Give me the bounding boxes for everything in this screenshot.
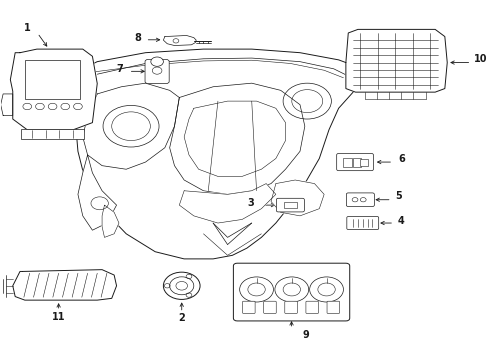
- FancyBboxPatch shape: [283, 202, 296, 208]
- Text: 10: 10: [473, 54, 487, 64]
- Text: 4: 4: [397, 216, 404, 225]
- Polygon shape: [75, 49, 362, 259]
- FancyBboxPatch shape: [346, 193, 374, 207]
- FancyBboxPatch shape: [352, 158, 361, 167]
- Polygon shape: [10, 49, 97, 130]
- FancyBboxPatch shape: [326, 301, 339, 314]
- Polygon shape: [169, 83, 304, 194]
- Text: 2: 2: [178, 313, 185, 323]
- Text: 9: 9: [302, 330, 309, 340]
- Polygon shape: [78, 155, 116, 230]
- FancyBboxPatch shape: [305, 301, 318, 314]
- FancyBboxPatch shape: [145, 59, 169, 84]
- FancyBboxPatch shape: [346, 217, 378, 229]
- Circle shape: [274, 277, 308, 302]
- Text: 11: 11: [52, 312, 65, 322]
- FancyBboxPatch shape: [276, 198, 304, 212]
- FancyBboxPatch shape: [21, 129, 83, 139]
- Polygon shape: [270, 180, 324, 216]
- FancyBboxPatch shape: [242, 301, 255, 314]
- FancyBboxPatch shape: [25, 60, 80, 99]
- Text: 6: 6: [398, 154, 405, 164]
- Text: 7: 7: [116, 64, 123, 74]
- FancyBboxPatch shape: [233, 263, 349, 321]
- Polygon shape: [345, 30, 447, 92]
- Circle shape: [163, 272, 200, 300]
- Polygon shape: [163, 36, 196, 45]
- FancyBboxPatch shape: [336, 153, 373, 171]
- FancyBboxPatch shape: [263, 301, 276, 314]
- Circle shape: [150, 57, 163, 66]
- Polygon shape: [13, 270, 116, 300]
- Text: 5: 5: [395, 191, 402, 201]
- Text: 3: 3: [246, 198, 253, 208]
- Polygon shape: [82, 83, 179, 169]
- Polygon shape: [184, 101, 285, 176]
- Text: 1: 1: [24, 23, 31, 33]
- Text: 8: 8: [134, 33, 141, 42]
- FancyBboxPatch shape: [342, 158, 351, 167]
- Polygon shape: [102, 205, 119, 237]
- Circle shape: [309, 277, 343, 302]
- Polygon shape: [179, 184, 275, 223]
- FancyBboxPatch shape: [360, 159, 367, 166]
- Polygon shape: [0, 94, 13, 116]
- FancyBboxPatch shape: [284, 301, 297, 314]
- Circle shape: [239, 277, 273, 302]
